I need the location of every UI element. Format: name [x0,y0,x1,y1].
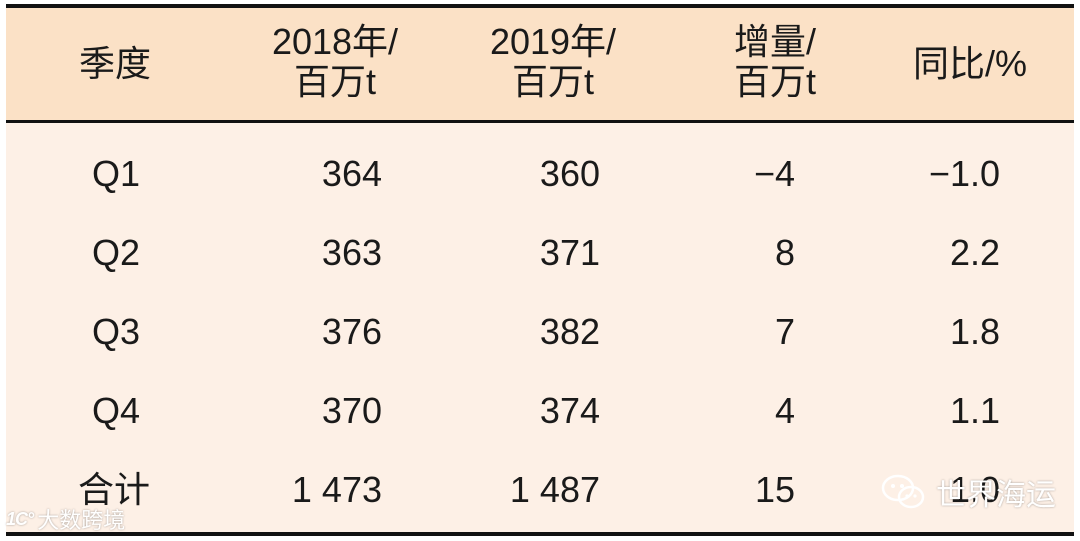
cell-2019: 374 [539,390,600,431]
top-rule [6,4,1074,8]
header-yoy: 同比/% [912,43,1027,84]
cell-increase: 8 [774,232,795,273]
watermark-logo-icon: 1C° [6,508,34,529]
header-2019: 2019年/ 百万t [489,21,617,102]
cell-yoy: −1.0 [928,153,1000,194]
cell-increase: 15 [754,469,795,510]
header-2018: 2018年/ 百万t [271,21,399,102]
cell-2018: 370 [321,390,382,431]
cell-2018: 1 473 [291,469,382,510]
watermark-right-text: 世界海运 [936,479,1056,512]
watermark-right: 世界海运 [880,470,1056,514]
cell-quarter: Q1 [92,153,141,194]
bottom-rule [6,532,1074,536]
wechat-icon [881,474,925,509]
cell-quarter: Q4 [92,390,141,431]
cell-2019: 1 487 [509,469,600,510]
cell-increase: 7 [774,311,795,352]
cell-quarter: 合计 [78,469,151,510]
header-increase: 增量/ 百万t [733,21,816,102]
cell-2018: 376 [321,311,382,352]
cell-yoy: 1.1 [949,390,1000,431]
table-body-background [6,123,1074,533]
cell-2019: 371 [539,232,600,273]
header-rule [6,120,1074,123]
cell-2018: 363 [321,232,382,273]
watermark-left: 1C° 大数跨境 [6,504,125,534]
cell-2019: 360 [539,153,600,194]
cell-2018: 364 [321,153,382,194]
cell-increase: 4 [774,390,795,431]
table-header-background [6,8,1074,120]
cell-2019: 382 [539,311,600,352]
cell-quarter: Q2 [92,232,141,273]
cell-increase: −4 [753,153,795,194]
header-quarter: 季度 [78,43,151,84]
cell-quarter: Q3 [92,311,141,352]
watermark-left-text: 大数跨境 [37,508,126,533]
cell-yoy: 1.8 [949,311,1000,352]
cell-yoy: 2.2 [949,232,1000,273]
cell-yoy: 1.0 [949,469,1000,510]
